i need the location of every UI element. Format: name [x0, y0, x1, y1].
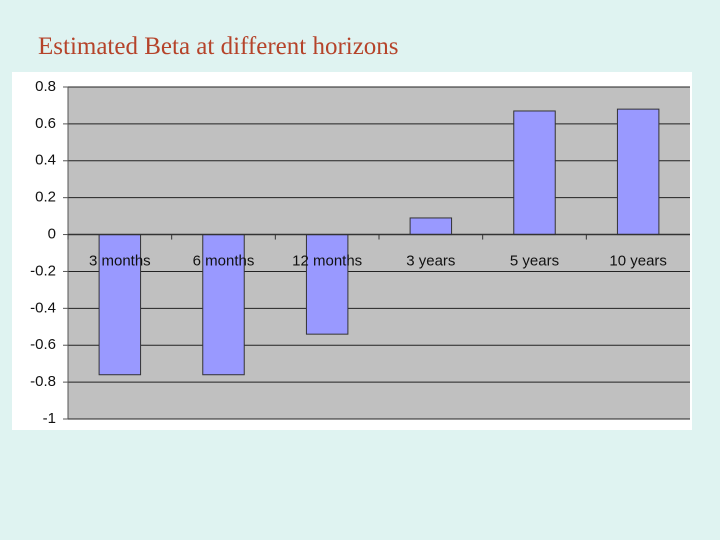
y-tick-label: -0.8 [30, 373, 56, 390]
x-tick-label: 6 months [193, 253, 255, 270]
bar [202, 234, 245, 376]
x-tick-label: 5 years [510, 253, 559, 270]
y-tick-label: 0 [48, 226, 56, 243]
plot-area [68, 87, 690, 419]
y-tick-label: -0.2 [30, 262, 56, 279]
y-tick-label: 0.6 [35, 115, 56, 132]
bar [513, 110, 556, 236]
x-tick-label: 12 months [292, 253, 362, 270]
x-tick-label: 10 years [609, 253, 667, 270]
chart-title: Estimated Beta at different horizons [38, 33, 399, 60]
y-tick-label: 0.4 [35, 152, 56, 169]
x-tick-label: 3 months [89, 253, 151, 270]
y-tick-label: -1 [43, 410, 56, 427]
bar [98, 234, 142, 376]
bar [409, 217, 453, 236]
x-tick-label: 3 years [406, 253, 455, 270]
y-tick-label: 0.2 [35, 189, 56, 206]
y-tick-label: -0.4 [30, 299, 56, 316]
y-tick-label: 0.8 [35, 78, 56, 95]
bar [616, 108, 660, 236]
bar [305, 234, 349, 335]
y-tick-label: -0.6 [30, 336, 56, 353]
